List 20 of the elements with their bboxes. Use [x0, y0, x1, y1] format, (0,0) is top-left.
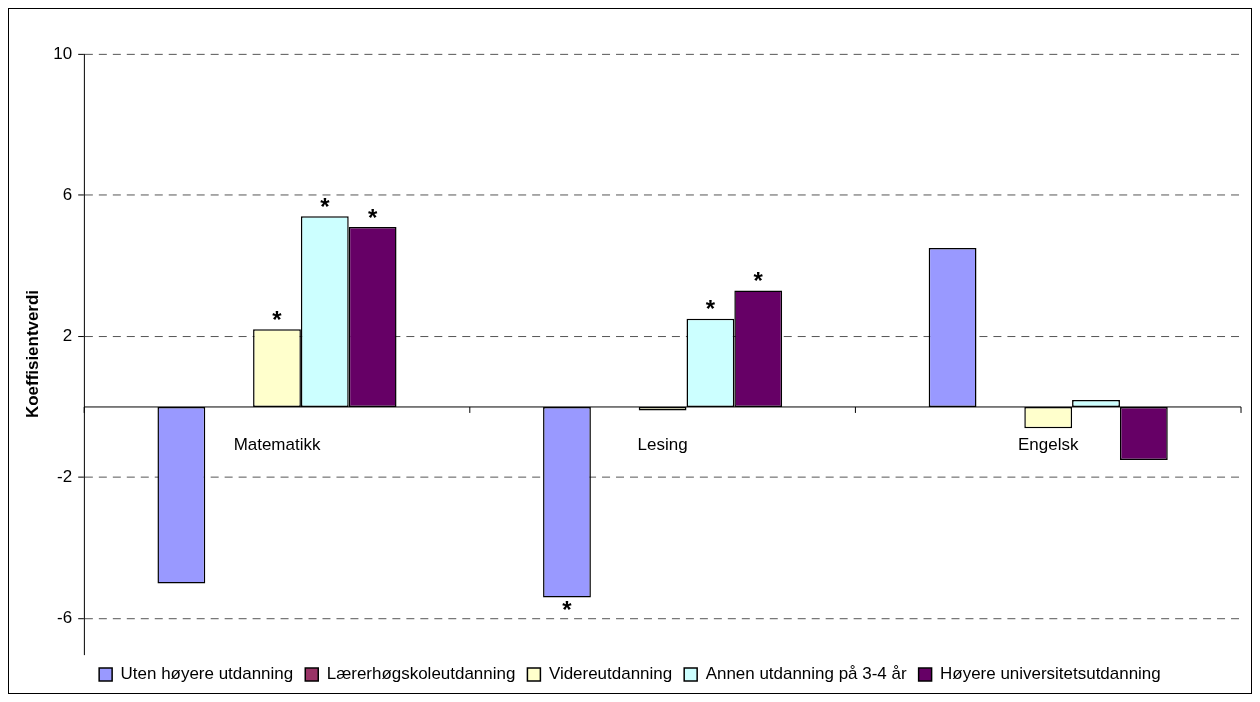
legend-label: Videreutdanning — [548, 664, 673, 684]
x-tick-label: Lesing — [637, 435, 688, 455]
y-tick-label: 6 — [62, 184, 73, 204]
legend-label: Lærerhøgskoleutdanning — [326, 664, 516, 684]
legend-label: Annen utdanning på 3-4 år — [705, 664, 907, 684]
data-label: * — [753, 267, 764, 295]
y-tick-label: 2 — [62, 326, 73, 346]
legend-label: Høyere universitetsutdanning — [940, 664, 1161, 684]
y-tick-label: -6 — [57, 608, 73, 628]
legend-label: Uten høyere utdanning — [120, 664, 294, 684]
data-label: * — [705, 295, 716, 323]
data-label: * — [320, 192, 331, 220]
data-label: * — [272, 305, 283, 333]
y-tick-label: -2 — [57, 467, 73, 487]
y-axis-title: Koeffisientverdi — [22, 289, 42, 419]
x-tick-label: Engelsk — [1018, 435, 1079, 455]
data-label: * — [562, 596, 573, 624]
x-tick-label: Matematikk — [233, 435, 321, 455]
data-label: * — [367, 203, 378, 231]
y-tick-label: 10 — [53, 43, 73, 63]
